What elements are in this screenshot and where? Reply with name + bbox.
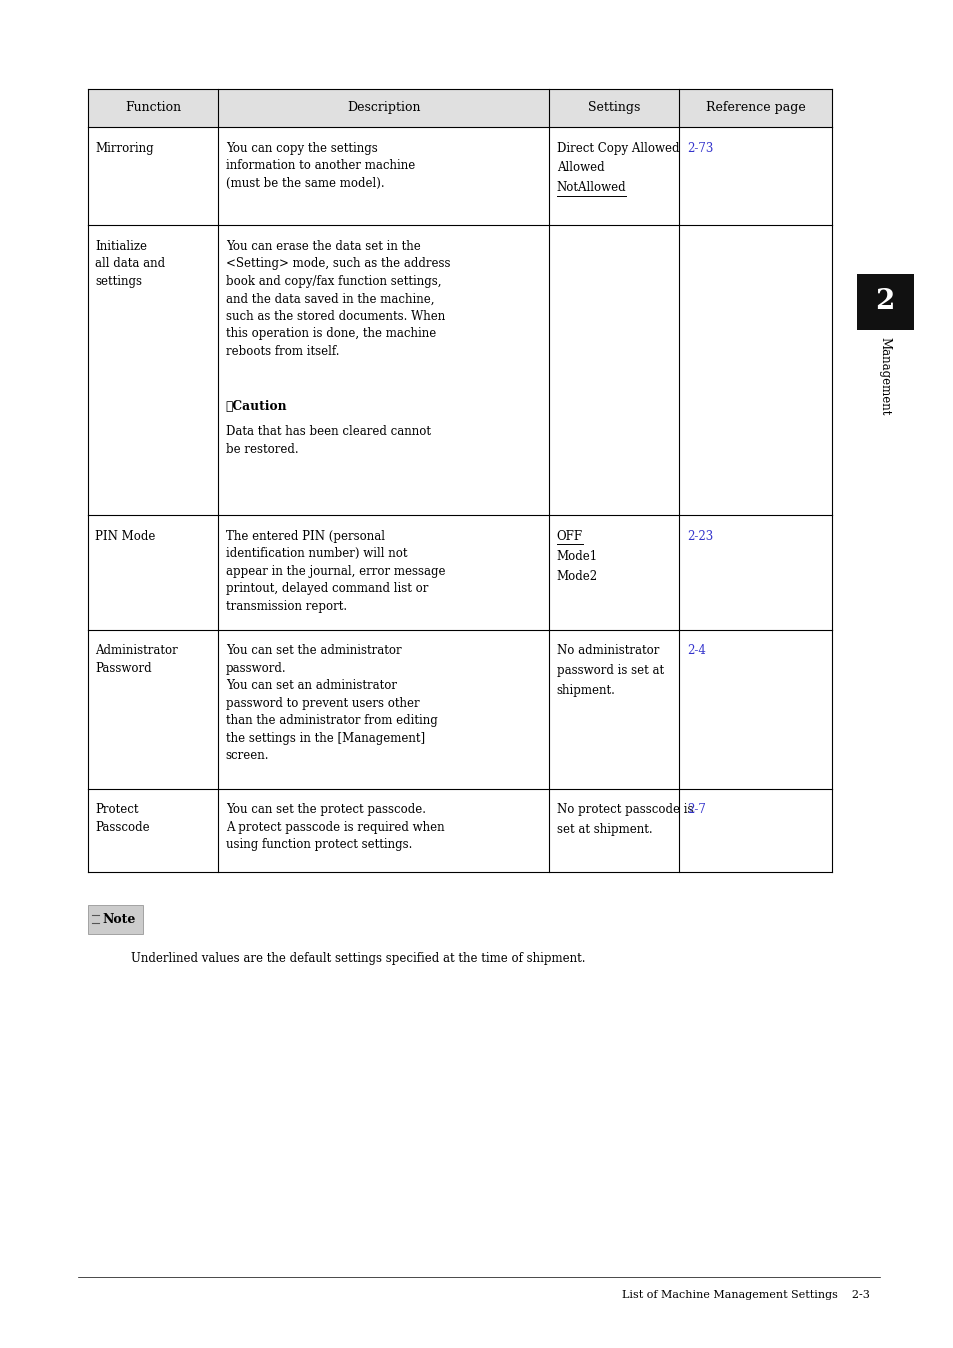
Text: Protect
Passcode: Protect Passcode (95, 803, 150, 834)
Text: Management: Management (878, 337, 891, 415)
Text: shipment.: shipment. (557, 685, 615, 697)
Text: Function: Function (125, 101, 181, 115)
Text: You can copy the settings
information to another machine
(must be the same model: You can copy the settings information to… (225, 142, 415, 190)
Text: password is set at: password is set at (557, 665, 663, 677)
Text: set at shipment.: set at shipment. (557, 824, 652, 836)
Text: No administrator: No administrator (557, 644, 659, 658)
Text: OFF: OFF (557, 530, 582, 543)
Text: Mode1: Mode1 (557, 550, 598, 562)
Text: Administrator
Password: Administrator Password (95, 644, 178, 675)
Bar (88, 89, 831, 127)
Text: List of Machine Management Settings    2-3: List of Machine Management Settings 2-3 (621, 1290, 869, 1299)
Text: Note: Note (102, 913, 135, 926)
Text: PIN Mode: PIN Mode (95, 530, 155, 543)
Text: Settings: Settings (587, 101, 639, 115)
Text: You can set the administrator
password.
You can set an administrator
password to: You can set the administrator password. … (225, 644, 436, 763)
Text: Direct Copy Allowed: Direct Copy Allowed (557, 142, 679, 155)
Text: 2-7: 2-7 (686, 803, 705, 817)
Text: 2: 2 (875, 288, 894, 315)
Text: Underlined values are the default settings specified at the time of shipment.: Underlined values are the default settin… (131, 952, 584, 965)
Text: Initialize
all data and
settings: Initialize all data and settings (95, 240, 166, 288)
Text: 2-23: 2-23 (686, 530, 713, 543)
Text: Description: Description (347, 101, 420, 115)
Text: NotAllowed: NotAllowed (557, 182, 626, 194)
Text: Allowed: Allowed (557, 162, 604, 174)
Text: Data that has been cleared cannot
be restored.: Data that has been cleared cannot be res… (225, 425, 430, 456)
Text: No protect passcode is: No protect passcode is (557, 803, 693, 817)
Text: The entered PIN (personal
identification number) will not
appear in the journal,: The entered PIN (personal identification… (225, 530, 445, 613)
Text: You can erase the data set in the
<Setting> mode, such as the address
book and c: You can erase the data set in the <Setti… (225, 240, 450, 359)
Text: 2-73: 2-73 (686, 142, 713, 155)
Text: Mirroring: Mirroring (95, 142, 153, 155)
Text: Reference page: Reference page (705, 101, 804, 115)
Text: Mode2: Mode2 (557, 570, 598, 582)
Text: ⚠Caution: ⚠Caution (225, 400, 287, 412)
Text: You can set the protect passcode.
A protect passcode is required when
using func: You can set the protect passcode. A prot… (225, 803, 444, 852)
Bar (88, 905, 143, 934)
Bar (856, 274, 913, 330)
Text: 2-4: 2-4 (686, 644, 705, 658)
